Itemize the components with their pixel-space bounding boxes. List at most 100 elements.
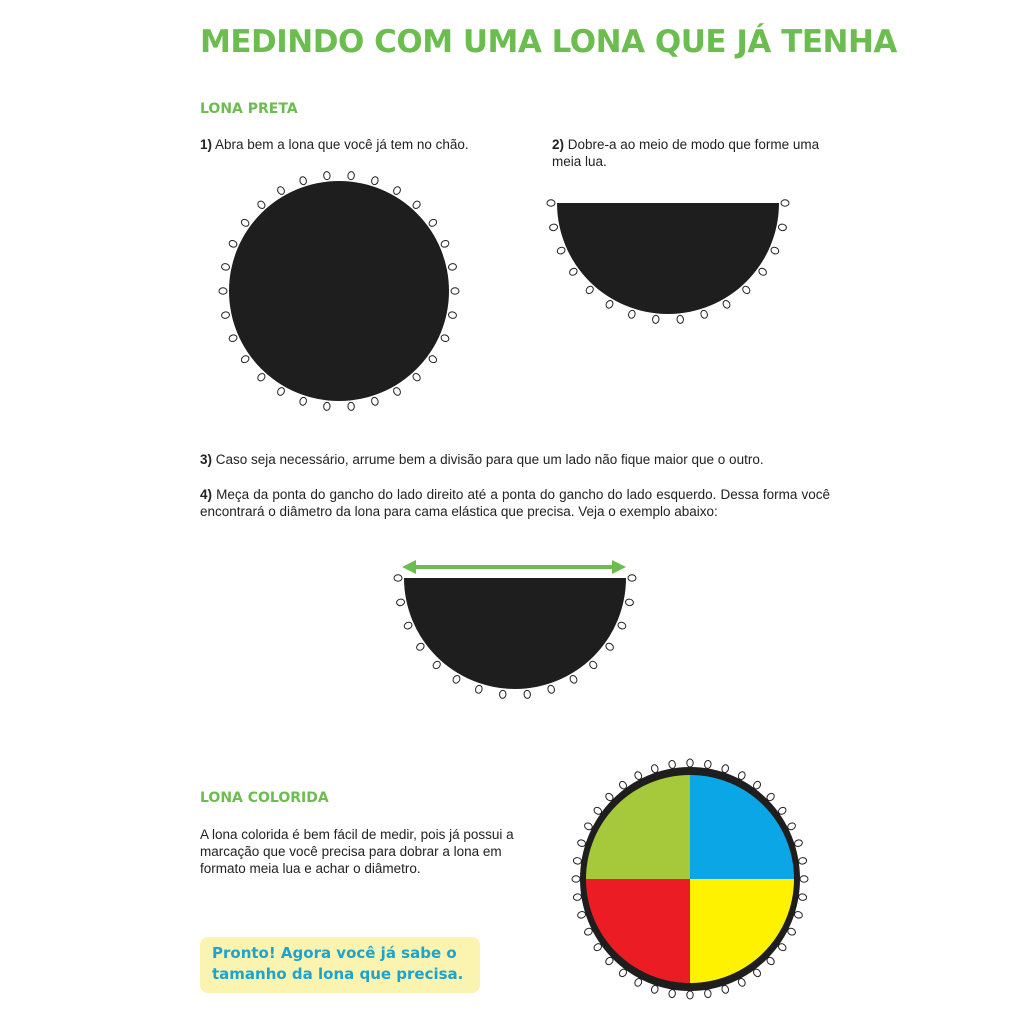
- hook-icon: [221, 311, 231, 319]
- hook-icon: [218, 287, 228, 295]
- hook-icon: [371, 396, 379, 406]
- hook-icon: [547, 684, 555, 694]
- hook-icon: [605, 956, 614, 966]
- arrow-head-right: [612, 560, 626, 574]
- hook-icon: [371, 176, 379, 186]
- hook-icon: [323, 401, 331, 411]
- hook-icon: [793, 911, 803, 919]
- hook-icon: [228, 334, 238, 343]
- hook-icon: [605, 300, 614, 309]
- hook-icon: [347, 401, 355, 411]
- folded-tarp-illustration: [546, 199, 790, 324]
- hook-icon: [396, 598, 406, 607]
- half-tarp: [557, 203, 779, 314]
- hook-icon: [447, 311, 457, 319]
- hook-icon: [686, 758, 694, 768]
- hook-icon: [221, 263, 231, 271]
- hook-icon: [240, 355, 250, 364]
- section-heading-lona-colorida: LONA COLORIDA: [200, 790, 329, 806]
- step-number: 1): [200, 137, 213, 152]
- full-tarp-illustration: [218, 171, 460, 411]
- hook-icon: [571, 875, 581, 883]
- hook-icon: [798, 893, 808, 901]
- hook-icon: [347, 171, 355, 181]
- hook-icon: [440, 334, 450, 343]
- hook-icon: [585, 285, 594, 295]
- hook-icon: [572, 857, 582, 865]
- measured-tarp-illustration: [393, 574, 637, 699]
- done-note: Pronto! Agora você já sabe o tamanho da …: [200, 937, 480, 993]
- hook-icon: [323, 171, 331, 181]
- hook-icon: [546, 199, 556, 207]
- hook-icon: [624, 598, 634, 607]
- lona-colorida-text: A lona colorida é bem fácil de medir, po…: [200, 827, 514, 876]
- hook-icon: [668, 989, 676, 999]
- hook-icon: [668, 759, 676, 769]
- hook-icon: [416, 642, 425, 651]
- hook-icon: [704, 759, 712, 769]
- hook-icon: [403, 621, 413, 630]
- hook-icon: [584, 822, 593, 831]
- hook-icon: [777, 806, 787, 815]
- section-heading-lona-preta: LONA PRETA: [200, 101, 298, 117]
- hook-icon: [770, 246, 780, 255]
- step-2: 2) Dobre-a ao meio de modo que forme uma…: [552, 136, 832, 170]
- quadrant-red: [586, 879, 690, 983]
- hook-icon: [787, 927, 796, 936]
- hook-icon: [676, 314, 684, 324]
- hook-icon: [299, 176, 307, 186]
- hook-icon: [686, 990, 694, 1000]
- hook-icon: [722, 300, 731, 309]
- quadrant-blue: [690, 775, 794, 879]
- step-4: 4) Meça da ponta do gancho do lado direi…: [200, 486, 830, 520]
- step-text: Abra bem a lona que você já tem no chão.: [212, 137, 469, 152]
- hook-icon: [428, 355, 438, 364]
- black-tarp: [229, 181, 449, 401]
- step-text: Caso seja necessário, arrume bem a divis…: [212, 452, 764, 467]
- hook-icon: [799, 875, 809, 883]
- hook-icon: [257, 373, 266, 382]
- hook-icon: [299, 396, 307, 406]
- hook-icon: [277, 186, 285, 195]
- hook-icon: [475, 684, 483, 694]
- hook-icon: [593, 943, 603, 952]
- hook-icon: [650, 984, 659, 994]
- hook-icon: [450, 287, 460, 295]
- hook-icon: [577, 839, 587, 847]
- hook-icon: [228, 239, 238, 248]
- hook-icon: [780, 199, 790, 207]
- step-3: 3) Caso seja necessário, arrume bem a di…: [200, 451, 840, 468]
- hook-icon: [452, 675, 461, 684]
- hook-icon: [605, 642, 614, 651]
- step-text: Meça da ponta do gancho do lado direito …: [200, 487, 830, 519]
- step-number: 4): [200, 487, 213, 502]
- hook-icon: [549, 223, 559, 232]
- arrow-head-left: [402, 560, 416, 574]
- hook-icon: [798, 857, 808, 865]
- hook-icon: [257, 200, 266, 209]
- page-title: MEDINDO COM UMA LONA QUE JÁ TENHA: [200, 24, 897, 60]
- hook-icon: [700, 309, 708, 319]
- quadrant-green: [586, 775, 690, 879]
- hook-icon: [556, 246, 566, 255]
- hook-icon: [240, 218, 250, 227]
- step-text: Dobre-a ao meio de modo que forme uma me…: [552, 137, 820, 169]
- hook-icon: [777, 943, 787, 952]
- hook-icon: [652, 314, 660, 324]
- hook-icon: [499, 689, 507, 699]
- hook-icon: [584, 927, 593, 936]
- hook-icon: [628, 309, 636, 319]
- hook-icon: [440, 239, 450, 248]
- step-1: 1) Abra bem a lona que você já tem no ch…: [200, 136, 530, 153]
- quadrant-yellow: [690, 879, 794, 983]
- hook-icon: [777, 223, 787, 232]
- hook-icon: [412, 373, 421, 382]
- hook-icon: [393, 186, 401, 195]
- hook-icon: [721, 764, 730, 774]
- hook-icon: [569, 267, 578, 276]
- hook-icon: [617, 621, 627, 630]
- hook-icon: [766, 956, 775, 966]
- hook-icon: [393, 574, 403, 582]
- hook-icon: [758, 267, 767, 276]
